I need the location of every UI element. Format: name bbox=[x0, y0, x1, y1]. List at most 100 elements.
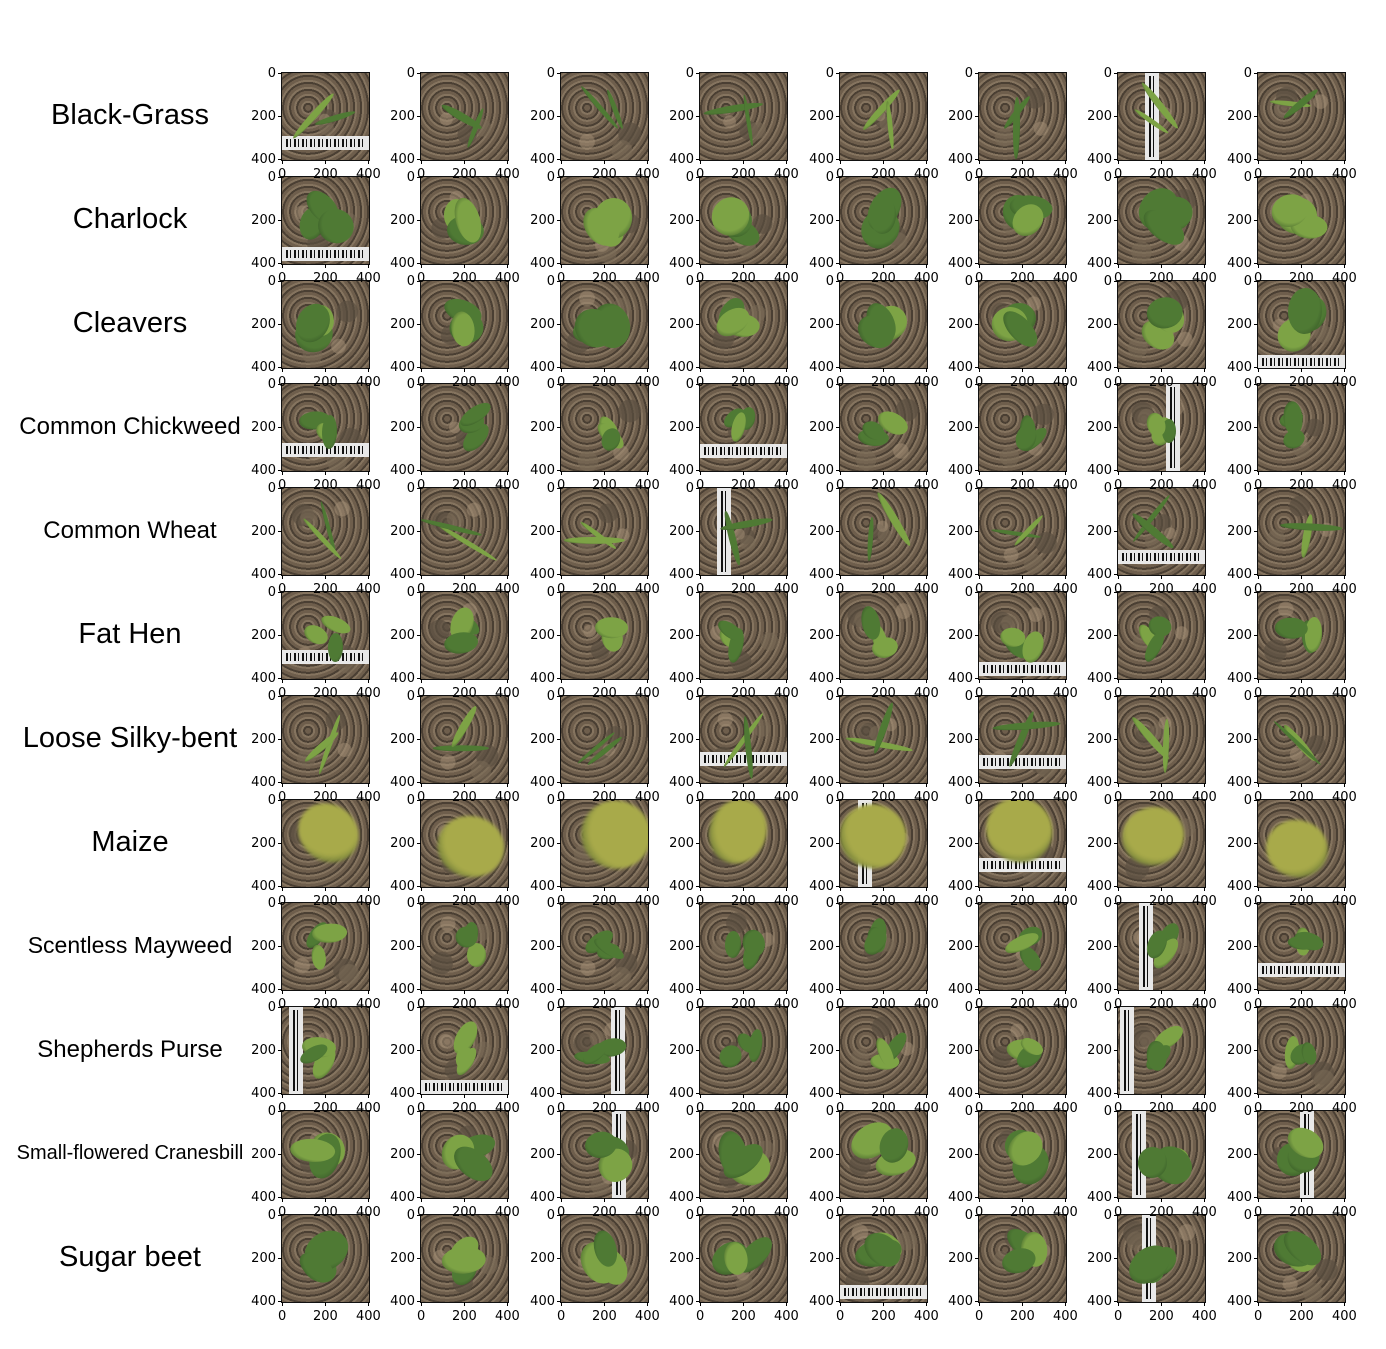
y-tick-label: 200 bbox=[948, 1147, 973, 1162]
x-tick-mark bbox=[1344, 264, 1345, 268]
y-tick-mark bbox=[836, 574, 840, 575]
x-tick-label: 0 bbox=[278, 1309, 287, 1324]
y-tick-mark bbox=[557, 427, 561, 428]
x-tick-mark bbox=[700, 160, 701, 164]
y-tick-mark bbox=[557, 989, 561, 990]
seedling-leaf bbox=[454, 926, 478, 948]
y-tick-mark bbox=[1114, 177, 1118, 178]
y-tick-label: 200 bbox=[1227, 317, 1252, 332]
x-tick-mark bbox=[1065, 990, 1066, 994]
y-tick-mark bbox=[1254, 592, 1258, 593]
x-tick-label: 400 bbox=[1192, 997, 1217, 1012]
x-tick-label: 400 bbox=[495, 1205, 520, 1220]
y-tick-label: 0 bbox=[406, 1208, 415, 1223]
x-tick-label: 0 bbox=[1114, 478, 1123, 493]
x-tick-label: 200 bbox=[871, 271, 896, 286]
x-tick-mark bbox=[282, 679, 283, 683]
y-tick-mark bbox=[1114, 1215, 1118, 1216]
y-tick-mark bbox=[1114, 159, 1118, 160]
x-tick-label: 0 bbox=[836, 375, 845, 390]
x-tick-mark bbox=[1258, 887, 1259, 891]
y-tick-label: 0 bbox=[406, 689, 415, 704]
y-tick-mark bbox=[417, 1258, 421, 1259]
y-tick-mark bbox=[557, 1197, 561, 1198]
ruler-tag bbox=[282, 443, 369, 457]
x-tick-mark bbox=[786, 160, 787, 164]
x-tick-mark bbox=[1161, 264, 1162, 268]
y-tick-mark bbox=[975, 635, 979, 636]
y-tick-label: 200 bbox=[1087, 836, 1112, 851]
y-tick-label: 400 bbox=[1087, 1294, 1112, 1309]
x-tick-label: 200 bbox=[1010, 271, 1035, 286]
x-tick-label: 0 bbox=[557, 997, 566, 1012]
x-tick-label: 400 bbox=[495, 997, 520, 1012]
sample-image bbox=[281, 591, 370, 680]
x-tick-label: 200 bbox=[1149, 271, 1174, 286]
y-tick-mark bbox=[557, 739, 561, 740]
x-tick-mark bbox=[979, 575, 980, 579]
y-tick-mark bbox=[696, 488, 700, 489]
y-tick-mark bbox=[975, 1301, 979, 1302]
y-tick-label: 0 bbox=[964, 689, 973, 704]
x-tick-mark bbox=[926, 471, 927, 475]
y-tick-mark bbox=[278, 903, 282, 904]
y-tick-mark bbox=[836, 1154, 840, 1155]
y-tick-mark bbox=[836, 782, 840, 783]
x-tick-label: 200 bbox=[313, 582, 338, 597]
x-tick-label: 200 bbox=[1289, 997, 1314, 1012]
y-tick-label: 200 bbox=[1227, 628, 1252, 643]
row-label: Common Chickweed bbox=[19, 412, 241, 440]
y-tick-mark bbox=[696, 946, 700, 947]
y-tick-label: 400 bbox=[948, 360, 973, 375]
y-tick-mark bbox=[836, 116, 840, 117]
x-tick-mark bbox=[1301, 1094, 1302, 1098]
y-tick-label: 0 bbox=[1243, 689, 1252, 704]
y-tick-label: 0 bbox=[1103, 1104, 1112, 1119]
y-tick-mark bbox=[836, 531, 840, 532]
y-tick-mark bbox=[557, 946, 561, 947]
y-tick-mark bbox=[1254, 1258, 1258, 1259]
sample-image bbox=[699, 72, 788, 161]
x-tick-label: 200 bbox=[313, 375, 338, 390]
y-tick-label: 0 bbox=[1243, 274, 1252, 289]
sample-image bbox=[1257, 72, 1346, 161]
y-tick-label: 200 bbox=[251, 1251, 276, 1266]
x-tick-mark bbox=[368, 575, 369, 579]
y-tick-label: 400 bbox=[948, 463, 973, 478]
y-tick-label: 0 bbox=[406, 170, 415, 185]
x-tick-mark bbox=[840, 471, 841, 475]
x-tick-label: 200 bbox=[731, 167, 756, 182]
ruler-tag bbox=[1258, 355, 1345, 368]
x-tick-mark bbox=[368, 1094, 369, 1098]
y-tick-mark bbox=[278, 946, 282, 947]
y-tick-mark bbox=[557, 1007, 561, 1008]
x-tick-mark bbox=[926, 368, 927, 372]
x-tick-label: 400 bbox=[635, 894, 660, 909]
y-tick-mark bbox=[1254, 696, 1258, 697]
y-tick-mark bbox=[696, 159, 700, 160]
row-label: Sugar beet bbox=[59, 1240, 201, 1273]
y-tick-mark bbox=[1254, 989, 1258, 990]
x-tick-mark bbox=[282, 1198, 283, 1202]
ruler-tag bbox=[979, 662, 1066, 676]
seedling-leaf bbox=[860, 87, 903, 133]
y-tick-mark bbox=[417, 1215, 421, 1216]
x-tick-label: 0 bbox=[696, 375, 705, 390]
y-tick-label: 400 bbox=[669, 982, 694, 997]
ruler-tag bbox=[979, 858, 1066, 872]
y-tick-mark bbox=[417, 1154, 421, 1155]
x-tick-mark bbox=[368, 160, 369, 164]
y-tick-label: 200 bbox=[669, 939, 694, 954]
x-tick-label: 0 bbox=[417, 167, 426, 182]
y-tick-mark bbox=[278, 678, 282, 679]
y-tick-label: 200 bbox=[530, 836, 555, 851]
x-tick-mark bbox=[1161, 160, 1162, 164]
y-tick-label: 400 bbox=[809, 256, 834, 271]
x-tick-mark bbox=[840, 160, 841, 164]
y-tick-mark bbox=[278, 531, 282, 532]
x-tick-label: 400 bbox=[1192, 894, 1217, 909]
x-tick-label: 0 bbox=[836, 1309, 845, 1324]
x-tick-mark bbox=[1022, 1302, 1023, 1306]
y-tick-mark bbox=[696, 427, 700, 428]
y-tick-mark bbox=[696, 73, 700, 74]
